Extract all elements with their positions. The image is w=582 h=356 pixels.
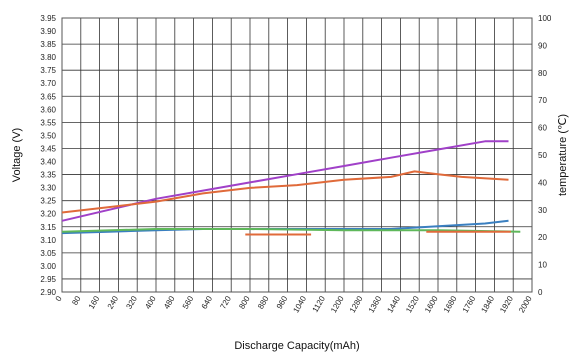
x-tick-label: 1360 xyxy=(367,294,384,314)
x-tick-label: 1520 xyxy=(404,294,421,314)
y-tick-label: 3.55 xyxy=(40,118,56,127)
series-line-4 xyxy=(61,228,521,233)
x-tick-label: 1040 xyxy=(291,294,308,314)
x-tick-label: 320 xyxy=(124,294,139,311)
series-lines xyxy=(61,140,521,236)
y-tick-label: 3.90 xyxy=(40,27,56,36)
y2-tick-label: 50 xyxy=(538,151,547,160)
y-tick-label: 3.25 xyxy=(40,197,56,206)
y-tick-label: 3.30 xyxy=(40,184,56,193)
y-tick-label: 3.20 xyxy=(40,210,56,219)
y-axis-title: Voltage (V) xyxy=(11,128,23,182)
x-tick-label: 0 xyxy=(54,294,64,303)
x-tick-label: 480 xyxy=(162,294,177,311)
y2-tick-label: 40 xyxy=(538,178,547,187)
x-tick-label: 720 xyxy=(218,294,233,311)
x-tick-label: 2000 xyxy=(517,294,534,314)
x-tick-label: 1680 xyxy=(442,294,459,314)
y2-tick-label: 10 xyxy=(538,261,547,270)
x-tick-label: 1600 xyxy=(423,294,440,314)
x-tick-label: 400 xyxy=(143,294,158,311)
y2-axis-title: temperature (℃) xyxy=(557,114,569,196)
y-tick-label: 2.90 xyxy=(40,288,56,297)
y-tick-label: 3.95 xyxy=(40,14,56,23)
grid-lines xyxy=(61,17,533,292)
y-tick-label: 3.45 xyxy=(40,144,56,153)
x-axis-title: Discharge Capacity(mAh) xyxy=(234,340,359,352)
y-tick-label: 3.75 xyxy=(40,66,56,75)
x-tick-label: 1200 xyxy=(329,294,346,314)
plot-area xyxy=(61,17,533,293)
y2-tick-label: 70 xyxy=(538,96,547,105)
y2-tick-label: 80 xyxy=(538,69,547,78)
x-tick-label: 1280 xyxy=(348,294,365,314)
x-tick-label: 640 xyxy=(200,294,215,311)
x-tick-label: 1760 xyxy=(461,294,478,314)
x-tick-label: 1920 xyxy=(498,294,515,314)
y-tick-label: 3.50 xyxy=(40,131,56,140)
voltage-tick-labels: 2.90 2.95 3.00 3.05 3.10 3.15 3.20 3.25 3.30 3.35… xyxy=(40,14,56,297)
y-tick-label: 2.95 xyxy=(40,275,56,284)
x-tick-label: 240 xyxy=(106,294,121,311)
series-line-2 xyxy=(61,170,509,214)
y-tick-label: 3.35 xyxy=(40,171,56,180)
y-tick-label: 3.85 xyxy=(40,40,56,49)
y-tick-label: 3.00 xyxy=(40,262,56,271)
temperature-tick-labels: 0 10 20 30 40 50 60 70 80 90 100 xyxy=(538,14,552,297)
x-tick-label: 1120 xyxy=(311,294,328,314)
y-tick-label: 3.60 xyxy=(40,105,56,114)
y2-tick-label: 20 xyxy=(538,233,547,242)
x-tick-label: 880 xyxy=(256,294,271,311)
x-tick-label: 80 xyxy=(70,294,83,307)
capacity-tick-labels: 0 80 160 240 320 400 480 560 640 720 800 880 960 1040… xyxy=(54,294,534,314)
y2-tick-label: 60 xyxy=(538,124,547,133)
x-tick-label: 800 xyxy=(237,294,252,311)
y-tick-label: 3.15 xyxy=(40,223,56,232)
y-tick-label: 3.10 xyxy=(40,236,56,245)
y-tick-label: 3.70 xyxy=(40,79,56,88)
y-tick-label: 3.05 xyxy=(40,249,56,258)
x-tick-label: 160 xyxy=(87,294,102,311)
y-tick-label: 3.40 xyxy=(40,158,56,167)
x-tick-label: 960 xyxy=(275,294,290,311)
y2-tick-label: 30 xyxy=(538,206,547,215)
y2-tick-label: 90 xyxy=(538,41,547,50)
x-tick-label: 1840 xyxy=(479,294,496,314)
y-tick-label: 3.65 xyxy=(40,92,56,101)
series-line-1 xyxy=(61,140,509,222)
y2-tick-label: 0 xyxy=(538,288,543,297)
x-tick-label: 1440 xyxy=(385,294,402,314)
x-tick-label: 560 xyxy=(181,294,196,311)
y-tick-label: 3.80 xyxy=(40,53,56,62)
y2-tick-label: 100 xyxy=(538,14,552,23)
